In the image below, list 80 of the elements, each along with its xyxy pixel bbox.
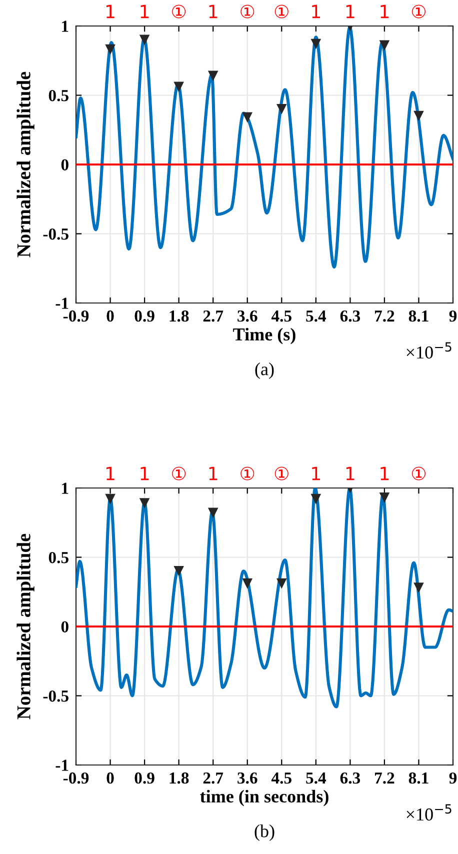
text: 1 [346,466,354,480]
x-tick-label: 4.5 [271,310,292,322]
x-tick-label: 9 [449,772,457,784]
x-tick-label: 1.8 [170,310,189,322]
point [174,82,184,92]
y-tick-label: 0.5 [48,90,68,102]
text: 1 [209,4,218,18]
point [139,498,150,508]
x-tick-label: 6.3 [340,772,360,784]
text: ① [412,466,426,480]
text: ×10$^{−5}$ [406,804,452,821]
x-tick-label: 5.4 [306,310,326,322]
text: 1 [140,466,149,480]
y-tick-label: -1 [56,298,68,309]
point [208,508,218,518]
y-tick-label: 1 [62,482,68,494]
x-tick-label: 8.1 [408,772,428,784]
x-tick-label: -0.9 [63,772,89,784]
text: ① [240,4,254,18]
point [105,494,116,504]
point [379,492,390,503]
x-tick-label: 1.8 [170,772,189,784]
point [414,110,424,122]
x-tick-label: 3.6 [238,772,258,784]
point [242,112,253,123]
x-tick-label: 8.1 [408,310,428,322]
point [105,44,116,55]
x-tick-label: 0.9 [134,310,154,322]
text: 1 [312,466,320,480]
y-tick-label: -0.5 [43,228,68,240]
y-tick-label: 0 [61,159,68,170]
point [414,582,424,593]
y-tick-label: -0.5 [43,690,68,702]
y-tick-label: -1 [56,760,68,771]
text: ① [240,466,254,480]
y-tick-label: 1 [62,20,68,32]
x-tick-label: 0 [106,772,114,784]
x-tick-label: 5.4 [306,772,326,784]
point [174,566,184,576]
point [310,494,322,504]
text: ① [172,4,186,18]
y-tick-label: 0 [61,621,68,632]
y-axis-title: Normalized amplitude [16,534,34,720]
text: 1 [106,4,114,18]
x-tick-label: 7.2 [374,310,394,322]
text: ×10$^{−5}$ [406,342,452,359]
point [139,34,150,45]
text: ① [274,466,288,480]
text: ① [172,466,186,480]
text: 1 [106,466,114,480]
text: 1 [380,466,389,480]
point [208,70,218,82]
text: (b) [254,824,274,841]
y-axis-title: Normalized amplitude [16,72,34,258]
x-tick-label: 0 [106,310,114,322]
text: 1 [380,4,389,18]
x-tick-label: 9 [449,310,457,322]
x-tick-label: 6.3 [340,310,360,322]
x-tick-label: -0.9 [63,310,89,322]
text: 1 [209,466,218,480]
x-axis-title: time (in seconds) [200,790,328,806]
text: ① [412,4,426,18]
point [242,578,253,589]
point [276,578,287,589]
text: 1 [312,4,320,18]
text: ① [274,4,288,18]
x-tick-label: 2.7 [203,310,224,322]
x-tick-label: 3.6 [238,310,258,322]
text: 1 [346,4,354,18]
text: 1 [140,4,149,18]
x-axis-title: Time (s) [233,328,296,344]
x-tick-label: 7.2 [374,772,394,784]
point [379,40,390,51]
x-tick-label: 4.5 [271,772,292,784]
y-tick-label: 0.5 [48,552,68,564]
x-tick-label: 2.7 [203,772,224,784]
point [276,104,287,114]
text: (a) [255,362,274,379]
point [310,38,322,50]
x-tick-label: 0.9 [134,772,154,784]
